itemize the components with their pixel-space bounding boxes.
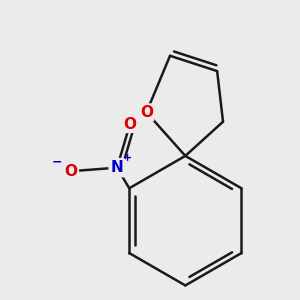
Text: +: + (123, 153, 132, 163)
Text: O: O (124, 117, 136, 132)
Text: O: O (140, 105, 153, 120)
Text: −: − (52, 155, 62, 168)
Text: O: O (64, 164, 78, 179)
Text: N: N (111, 160, 123, 175)
